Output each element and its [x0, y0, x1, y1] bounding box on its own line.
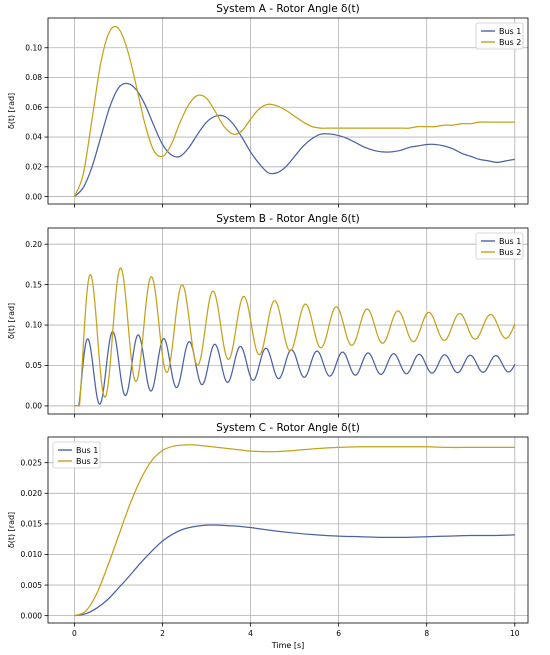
- panel-title: System A - Rotor Angle δ(t): [216, 3, 360, 15]
- panel-3: System C - Rotor Angle δ(t) 0 2 4 6 8 10 0.000 0…: [7, 422, 529, 650]
- y-tick-label: 0.010: [21, 550, 43, 559]
- axes-frame: [47, 227, 529, 415]
- legend: Bus 1 Bus 2: [475, 232, 524, 260]
- y-tick-label: 0.000: [21, 611, 43, 620]
- y-axis-label: δ(t) [rad]: [7, 303, 16, 339]
- x-tick-label: 4: [248, 629, 253, 638]
- x-axis-label: Time [s]: [271, 641, 305, 650]
- panel-title: System C - Rotor Angle δ(t): [216, 422, 360, 434]
- legend-entry: Bus 1: [76, 446, 98, 455]
- y-tick-label: 0.00: [25, 192, 42, 201]
- y-tick-label: 0.10: [25, 321, 42, 330]
- x-tick-label: 0: [72, 629, 77, 638]
- axes-frame: [47, 436, 529, 624]
- panel-2: System B - Rotor Angle δ(t) 0.00 0.05 0.10 0…: [7, 213, 529, 418]
- series-line-bus-2: [74, 267, 516, 407]
- legend-entry: Bus 1: [499, 27, 521, 36]
- series-line-bus-1: [73, 82, 515, 198]
- x-tick-label: 10: [510, 629, 520, 638]
- panel-1: System A - Rotor Angle δ(t) 0.00 0.02 0.04 0…: [7, 3, 529, 208]
- x-tick-label: 2: [160, 629, 165, 638]
- x-tick-label: 6: [336, 629, 341, 638]
- y-tick-label: 0.020: [21, 489, 43, 498]
- series-line-bus-1: [74, 524, 515, 617]
- y-tick-label: 0.06: [25, 103, 42, 112]
- y-tick-label: 0.025: [21, 458, 43, 467]
- y-tick-label: 0.04: [25, 133, 42, 142]
- series-line-bus-2: [74, 444, 515, 617]
- panels: System A - Rotor Angle δ(t) 0.00 0.02 0.04 0…: [7, 3, 529, 650]
- series-group: [74, 267, 516, 407]
- legend: Bus 1 Bus 2: [475, 22, 524, 50]
- legend-entry: Bus 1: [499, 237, 521, 246]
- legend-entry: Bus 2: [499, 38, 521, 47]
- legend-entry: Bus 2: [76, 457, 98, 466]
- y-axis-label: δ(t) [rad]: [7, 512, 16, 548]
- y-tick-label: 0.00: [25, 402, 42, 411]
- axes-frame: [47, 17, 529, 205]
- y-tick-label: 0.10: [25, 43, 42, 52]
- y-tick-label: 0.02: [25, 163, 42, 172]
- series-group: [74, 444, 515, 617]
- y-tick-label: 0.005: [21, 581, 43, 590]
- y-tick-label: 0.08: [25, 73, 42, 82]
- y-tick-label: 0.015: [21, 520, 43, 529]
- series-line-bus-2: [73, 25, 515, 197]
- y-tick-label: 0.15: [25, 280, 42, 289]
- y-tick-label: 0.05: [25, 361, 42, 370]
- series-group: [73, 25, 515, 198]
- panel-title: System B - Rotor Angle δ(t): [216, 213, 360, 225]
- series-line-bus-1: [74, 331, 516, 407]
- y-tick-label: 0.20: [25, 240, 42, 249]
- y-axis-label: δ(t) [rad]: [7, 93, 16, 129]
- x-tick-label: 8: [424, 629, 429, 638]
- legend: Bus 1 Bus 2: [52, 441, 101, 469]
- legend-entry: Bus 2: [499, 248, 521, 257]
